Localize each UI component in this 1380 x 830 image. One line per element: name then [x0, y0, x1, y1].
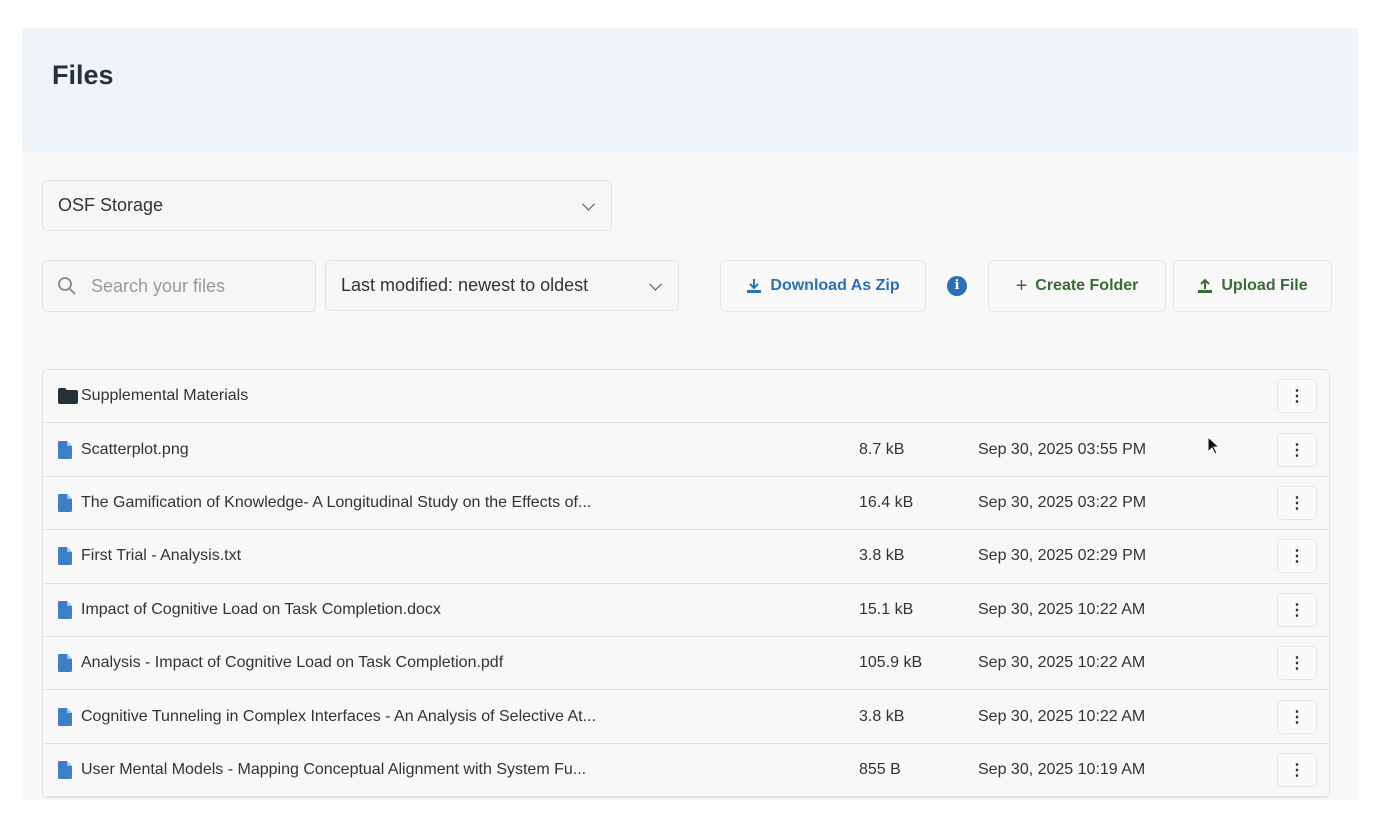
file-row[interactable]: Cognitive Tunneling in Complex Interface…	[43, 690, 1329, 744]
file-icon	[58, 547, 72, 566]
sort-select-value: Last modified: newest to oldest	[341, 275, 589, 295]
file-name[interactable]: Scatterplot.png	[81, 440, 189, 458]
more-options-button[interactable]: ⋮	[1277, 432, 1317, 467]
file-size: 3.8 kB	[859, 547, 905, 565]
file-size: 3.8 kB	[859, 707, 905, 725]
file-name[interactable]: Impact of Cognitive Load on Task Complet…	[81, 600, 441, 618]
storage-select-value: OSF Storage	[58, 195, 164, 215]
file-row[interactable]: Impact of Cognitive Load on Task Complet…	[43, 584, 1329, 637]
kebab-icon: ⋮	[1289, 441, 1305, 459]
kebab-icon: ⋮	[1289, 601, 1305, 619]
file-icon	[58, 707, 72, 726]
file-date: Sep 30, 2025 03:55 PM	[978, 440, 1147, 458]
more-options-button[interactable]: ⋮	[1277, 539, 1317, 574]
kebab-icon: ⋮	[1289, 548, 1305, 566]
more-options-button[interactable]: ⋮	[1277, 699, 1317, 734]
kebab-icon: ⋮	[1289, 494, 1305, 512]
file-row[interactable]: User Mental Models - Mapping Conceptual …	[43, 744, 1329, 798]
create-folder-button[interactable]: + Create Folder	[988, 260, 1166, 312]
file-date: Sep 30, 2025 10:22 AM	[978, 654, 1146, 672]
file-name[interactable]: User Mental Models - Mapping Conceptual …	[81, 760, 587, 778]
file-row[interactable]: First Trial - Analysis.txt 3.8 kB Sep 30, …	[43, 530, 1329, 584]
more-options-button[interactable]: ⋮	[1277, 752, 1317, 787]
file-icon	[58, 493, 72, 512]
file-icon	[58, 440, 72, 459]
kebab-icon: ⋮	[1289, 708, 1305, 726]
file-date: Sep 30, 2025 10:19 AM	[978, 760, 1146, 778]
info-icon[interactable]: i	[947, 276, 967, 296]
file-name[interactable]: Analysis - Impact of Cognitive Load on T…	[81, 654, 504, 672]
file-name[interactable]: Supplemental Materials	[81, 387, 249, 405]
file-icon	[58, 654, 72, 673]
more-options-button[interactable]: ⋮	[1277, 485, 1317, 520]
search-input[interactable]: Search your files	[42, 260, 316, 312]
download-zip-label: Download As Zip	[770, 277, 900, 294]
file-size: 15.1 kB	[859, 600, 914, 618]
kebab-icon: ⋮	[1289, 761, 1305, 779]
files-panel: Files OSF Storage Search your files Last…	[22, 28, 1358, 800]
file-name[interactable]: First Trial - Analysis.txt	[81, 547, 242, 565]
file-icon	[58, 760, 72, 779]
file-size: 855 B	[859, 760, 901, 778]
chevron-down-icon	[582, 197, 595, 211]
more-options-button[interactable]: ⋮	[1277, 379, 1317, 414]
file-row[interactable]: Analysis - Impact of Cognitive Load on T…	[43, 637, 1329, 691]
upload-icon	[1198, 278, 1213, 293]
page-header: Files	[22, 28, 1358, 152]
file-size: 105.9 kB	[859, 654, 923, 672]
kebab-icon: ⋮	[1289, 388, 1305, 406]
page-title: Files	[52, 60, 114, 90]
download-zip-button[interactable]: Download As Zip	[720, 260, 926, 312]
more-options-button[interactable]: ⋮	[1277, 646, 1317, 681]
chevron-down-icon	[649, 277, 662, 291]
sort-select[interactable]: Last modified: newest to oldest	[325, 260, 679, 311]
file-date: Sep 30, 2025 10:22 AM	[978, 707, 1146, 725]
mouse-cursor-icon	[1207, 436, 1221, 455]
upload-file-label: Upload File	[1221, 277, 1308, 294]
file-size: 8.7 kB	[859, 440, 905, 458]
kebab-icon: ⋮	[1289, 655, 1305, 673]
upload-file-button[interactable]: Upload File	[1173, 260, 1332, 312]
file-date: Sep 30, 2025 02:29 PM	[978, 547, 1147, 565]
file-list: Supplemental Materials ⋮ Scatterplot.png 8.…	[42, 369, 1330, 799]
search-icon	[58, 277, 76, 295]
folder-row[interactable]: Supplemental Materials ⋮	[43, 370, 1329, 424]
file-row[interactable]: The Gamification of Knowledge- A Longitu…	[43, 477, 1329, 531]
file-date: Sep 30, 2025 10:22 AM	[978, 600, 1146, 618]
search-placeholder: Search your files	[91, 275, 226, 296]
download-icon	[747, 279, 762, 293]
file-size: 16.4 kB	[859, 493, 914, 511]
file-name[interactable]: The Gamification of Knowledge- A Longitu…	[81, 493, 592, 511]
storage-select[interactable]: OSF Storage	[42, 180, 612, 231]
more-options-button[interactable]: ⋮	[1277, 592, 1317, 627]
plus-icon: +	[1015, 274, 1028, 297]
file-row[interactable]: Scatterplot.png 8.7 kB Sep 30, 2025 03:55 …	[43, 423, 1329, 477]
file-date: Sep 30, 2025 03:22 PM	[978, 493, 1147, 511]
folder-icon	[58, 388, 78, 405]
file-icon	[58, 600, 72, 619]
file-name[interactable]: Cognitive Tunneling in Complex Interface…	[81, 707, 596, 725]
create-folder-label: Create Folder	[1035, 277, 1139, 294]
